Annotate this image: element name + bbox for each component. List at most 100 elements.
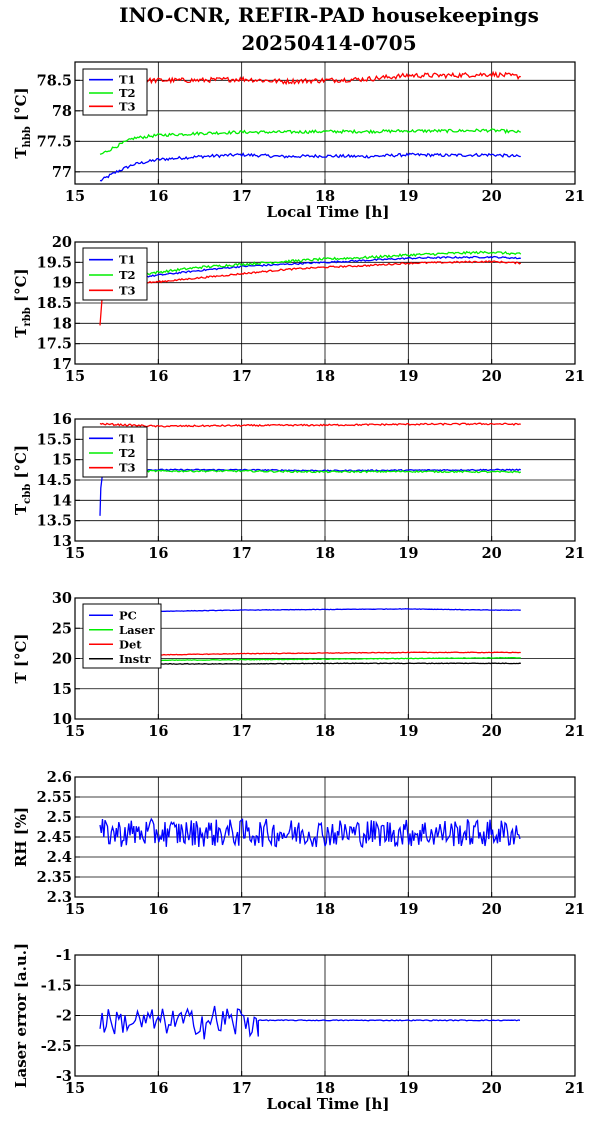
x-tick-label: 16 xyxy=(148,723,168,740)
x-tick-label: 16 xyxy=(148,368,168,385)
legend-label: T2 xyxy=(119,86,136,100)
legend-label: T3 xyxy=(119,283,136,297)
y-tick-label: 2.45 xyxy=(37,829,72,846)
x-tick-label: 19 xyxy=(398,368,418,385)
legend-label: T2 xyxy=(119,268,136,282)
x-tick-label: 20 xyxy=(482,368,502,385)
legend-label: T1 xyxy=(119,431,136,445)
x-tick-label: 20 xyxy=(482,901,502,918)
y-tick-label: 15 xyxy=(52,681,72,698)
y-axis-label: Laser error [a.u.] xyxy=(12,943,30,1088)
x-tick-label: 17 xyxy=(232,545,252,562)
y-axis-label: RH [%] xyxy=(12,807,30,867)
legend-box xyxy=(82,247,148,301)
legend-label: T2 xyxy=(119,446,136,460)
x-tick-label: 18 xyxy=(315,188,335,205)
y-tick-label: -1 xyxy=(56,947,72,964)
series-line-det xyxy=(99,651,521,658)
legend-label: PC xyxy=(119,608,137,622)
y-tick-label: -2 xyxy=(56,1008,72,1025)
x-tick-label: 19 xyxy=(398,901,418,918)
x-tick-label: 18 xyxy=(315,368,335,385)
x-tick-label: 15 xyxy=(65,901,85,918)
y-tick-label: 20 xyxy=(52,651,72,668)
y-tick-label: 2.6 xyxy=(47,769,72,786)
x-tick-label: 16 xyxy=(148,545,168,562)
y-tick-label: 16 xyxy=(52,411,72,428)
y-tick-label: 30 xyxy=(52,590,72,607)
x-tick-label: 21 xyxy=(565,545,585,562)
y-tick-label: 2.3 xyxy=(47,889,72,906)
x-tick-label: 20 xyxy=(482,1080,502,1097)
x-tick-label: 20 xyxy=(482,188,502,205)
series-line-data xyxy=(99,1005,521,1040)
y-tick-label: -1.5 xyxy=(41,977,72,994)
legend-label: T1 xyxy=(119,73,136,87)
series-line-t2 xyxy=(145,469,522,474)
x-tick-label: 17 xyxy=(232,1080,252,1097)
x-tick-label: 17 xyxy=(232,723,252,740)
x-tick-label: 15 xyxy=(65,723,85,740)
x-tick-label: 16 xyxy=(148,188,168,205)
y-tick-label: 17 xyxy=(52,356,72,373)
figure-title-line-2: 20250414-0705 xyxy=(241,31,416,55)
x-tick-label: 16 xyxy=(148,901,168,918)
legend-label: Det xyxy=(119,637,142,651)
x-tick-label: 19 xyxy=(398,188,418,205)
panel-5: 15 16 17 18 19 20 21 2.3 2.35 2.4 2.45 2.5 2.55 2.6 RH… xyxy=(12,769,585,918)
series-line-instr xyxy=(99,662,521,665)
y-tick-label: -3 xyxy=(56,1068,72,1085)
series-line-t2 xyxy=(145,250,522,275)
x-tick-label: 19 xyxy=(398,1080,418,1097)
panel-2: 15 16 17 18 19 20 21 17 17.5 18 18.5 19 19.5 20 Trbb [… xyxy=(12,234,585,385)
x-tick-label: 21 xyxy=(565,723,585,740)
y-axis-label: Tcbb [°C] xyxy=(12,445,33,515)
x-tick-label: 21 xyxy=(565,188,585,205)
series-line-data xyxy=(99,817,521,849)
series-line-t3 xyxy=(99,70,521,86)
x-axis-label: Local Time [h] xyxy=(267,203,390,221)
series-line-t1 xyxy=(99,468,521,516)
y-tick-label: 78 xyxy=(52,103,72,120)
x-tick-label: 20 xyxy=(482,545,502,562)
series-line-t3 xyxy=(99,260,522,326)
y-tick-label: 15.5 xyxy=(37,431,72,448)
y-tick-label: 25 xyxy=(52,620,72,637)
y-tick-label: 19 xyxy=(52,275,72,292)
legend-label: T3 xyxy=(119,461,136,475)
x-tick-label: 20 xyxy=(482,723,502,740)
x-tick-label: 18 xyxy=(315,901,335,918)
x-tick-label: 17 xyxy=(232,188,252,205)
y-tick-label: 13.5 xyxy=(37,513,72,530)
y-tick-label: 2.55 xyxy=(37,789,72,806)
x-tick-label: 18 xyxy=(315,545,335,562)
figure-title-line-1: INO-CNR, REFIR-PAD housekeepings xyxy=(119,3,539,27)
x-tick-label: 18 xyxy=(315,723,335,740)
y-tick-label: 15 xyxy=(52,452,72,469)
x-tick-label: 21 xyxy=(565,1080,585,1097)
y-tick-label: 17.5 xyxy=(37,336,72,353)
y-tick-label: 2.5 xyxy=(47,809,72,826)
series-line-t1 xyxy=(99,152,521,182)
series-line-t2 xyxy=(99,128,521,155)
legend-box xyxy=(82,68,148,116)
x-tick-label: 19 xyxy=(398,545,418,562)
series-line-t3 xyxy=(99,422,521,428)
y-tick-label: 77.5 xyxy=(37,133,72,150)
x-tick-label: 15 xyxy=(65,545,85,562)
x-tick-label: 15 xyxy=(65,188,85,205)
x-tick-label: 16 xyxy=(148,1080,168,1097)
x-tick-label: 21 xyxy=(565,901,585,918)
y-tick-label: 2.4 xyxy=(47,849,72,866)
panel-6: 15 16 17 18 19 20 21 -3 -2.5 -2 -1.5 -1 Laser error … xyxy=(12,943,585,1113)
legend-label: Instr xyxy=(119,652,152,666)
x-tick-label: 18 xyxy=(315,1080,335,1097)
